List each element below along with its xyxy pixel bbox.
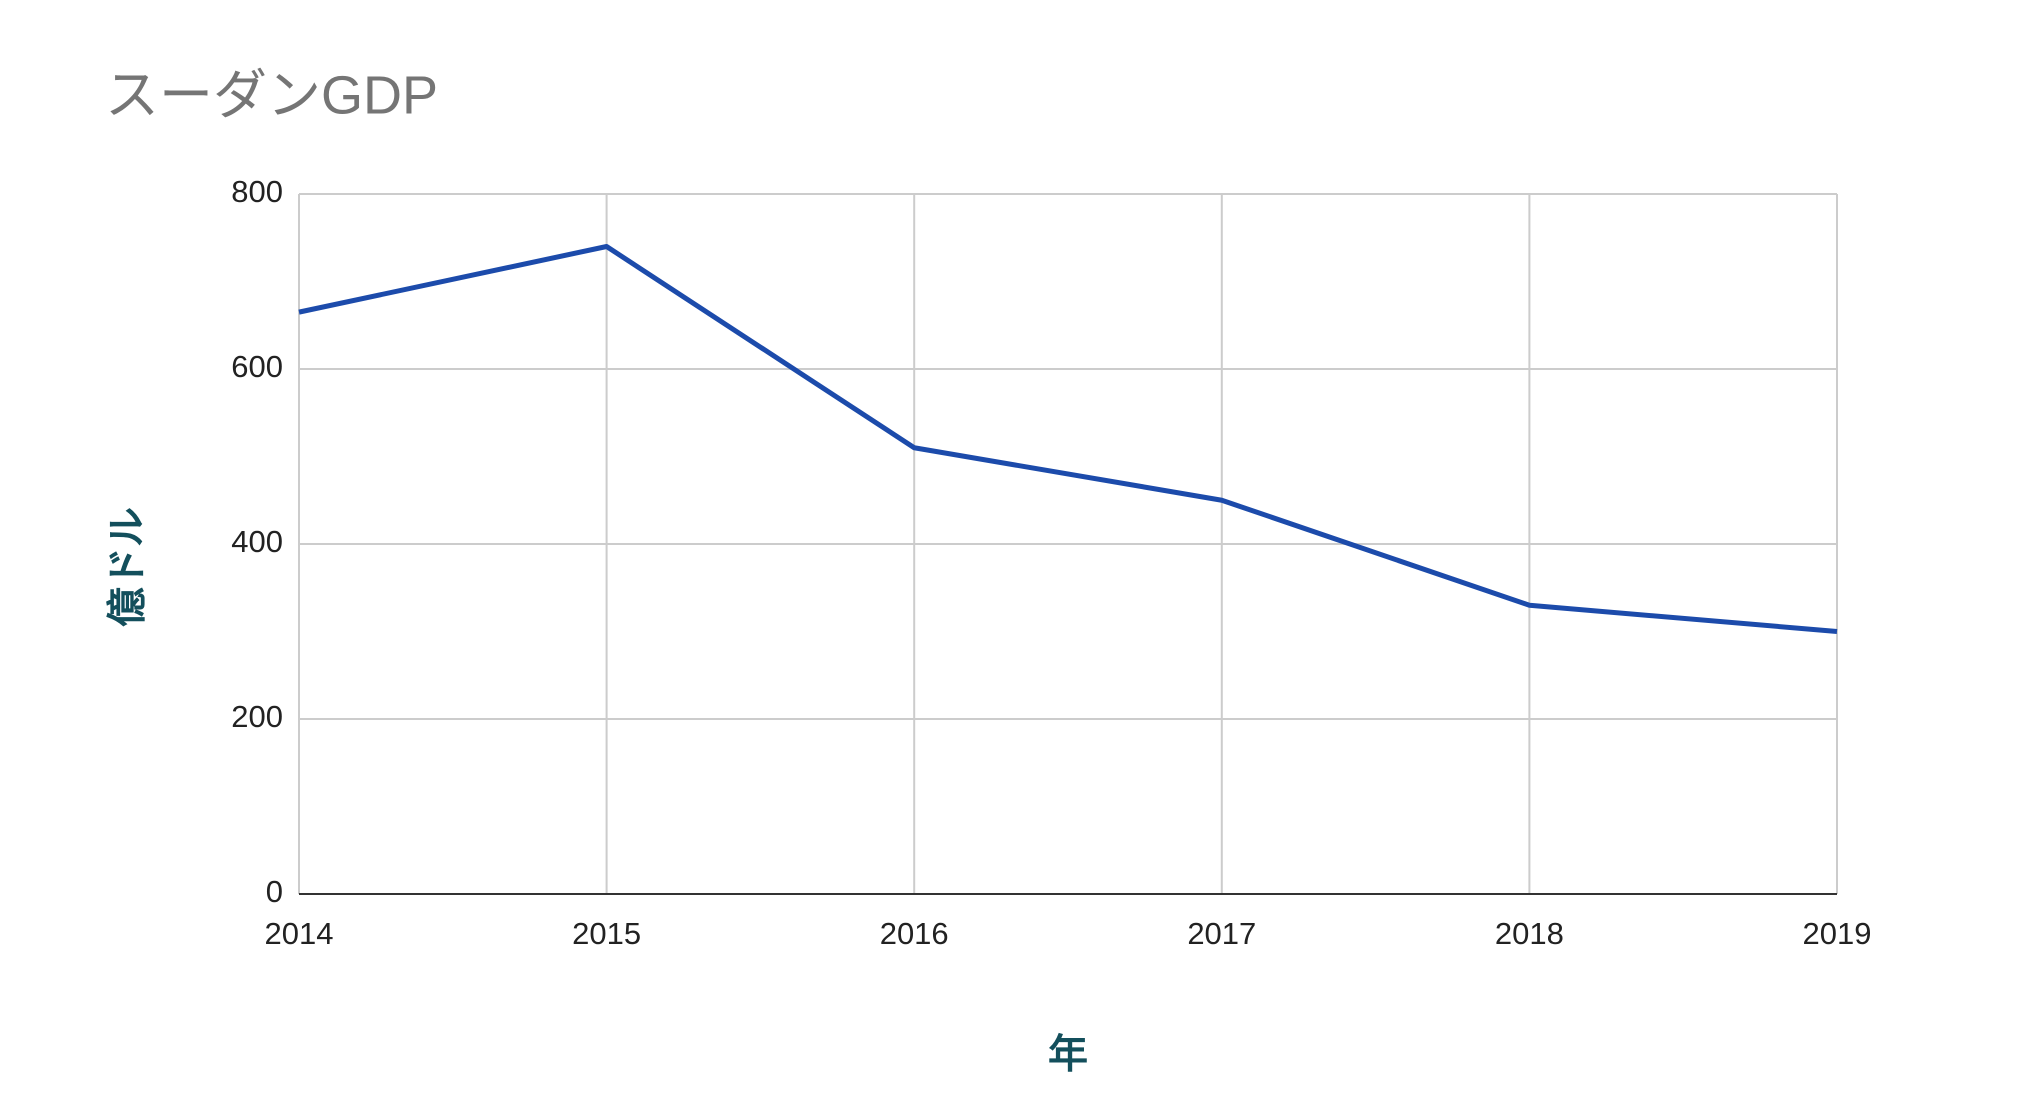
x-tick-label: 2014 (265, 916, 334, 951)
x-tick-label: 2019 (1803, 916, 1872, 951)
y-tick-label: 600 (231, 349, 283, 384)
x-axis-title: 年 (1048, 1033, 1088, 1077)
x-tick-label: 2018 (1495, 916, 1564, 951)
data-line (298, 244, 1838, 634)
y-tick-label: 800 (231, 174, 283, 209)
y-tick-label: 200 (231, 699, 283, 734)
chart-title: スーダンGDP (105, 65, 438, 125)
x-tick-label: 2015 (572, 916, 641, 951)
x-tick-label: 2016 (880, 916, 949, 951)
y-axis-title: 億ドル (106, 507, 150, 627)
y-tick-label: 400 (231, 524, 283, 559)
y-tick-label: 0 (266, 874, 283, 909)
x-tick-label: 2017 (1187, 916, 1256, 951)
